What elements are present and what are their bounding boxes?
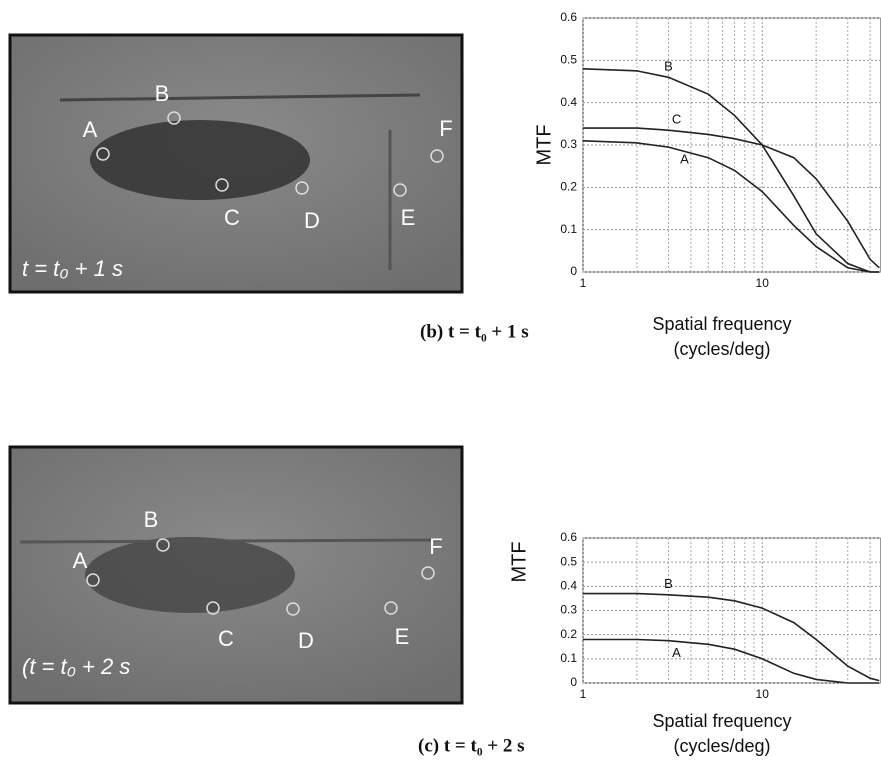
y-tick-label: 0 [570, 264, 577, 278]
y-axis-title: MTF [508, 541, 530, 582]
y-tick-label: 0.1 [560, 651, 577, 665]
y-axis-title: MTF [533, 124, 555, 165]
point-label: C [224, 205, 240, 230]
point-marker [206, 601, 220, 615]
y-tick-label: 0.6 [560, 530, 577, 544]
point-label: E [395, 624, 410, 649]
curve-label: B [664, 59, 673, 74]
curve-label: C [672, 112, 681, 127]
point-marker [286, 602, 300, 616]
y-tick-label: 0.5 [560, 554, 577, 568]
y-tick-label: 0.1 [560, 222, 577, 236]
time-label: t = t₀ + 1 s [22, 256, 123, 281]
point-label: D [304, 208, 320, 233]
point-marker [384, 601, 398, 615]
point-label: B [144, 507, 159, 532]
y-tick-label: 0.3 [560, 137, 577, 151]
point-marker [430, 149, 444, 163]
point-label: E [401, 205, 416, 230]
caption: (c) t = t₀ + 2 s [418, 735, 525, 756]
rotor [19, 538, 441, 544]
point-label: A [73, 548, 88, 573]
point-label: F [429, 534, 442, 559]
point-marker [393, 183, 407, 197]
y-tick-label: 0.3 [560, 603, 577, 617]
y-tick-label: 0.4 [560, 579, 577, 593]
curve-label: B [664, 576, 673, 591]
helicopter [90, 120, 310, 200]
point-marker [156, 538, 170, 552]
rotor [59, 93, 421, 102]
chart: 0 0.1 0.2 0.3 0.4 0.5 0.6 1 10 MTF Spatial frequen… [533, 10, 881, 359]
photo-b [8, 33, 464, 294]
curve-label: A [680, 152, 689, 167]
y-tick-label: 0.2 [560, 627, 577, 641]
y-tick-label: 0.2 [560, 180, 577, 194]
x-tick-label: 1 [580, 276, 587, 290]
point-label: A [83, 117, 98, 142]
point-marker [86, 573, 100, 587]
x-axis-title: Spatial frequency [652, 314, 791, 334]
point-label: B [155, 81, 170, 106]
point-marker [215, 178, 229, 192]
point-marker [295, 181, 309, 195]
point-label: F [439, 116, 452, 141]
helicopter [85, 537, 295, 613]
x-axis-title: (cycles/deg) [673, 736, 770, 756]
y-tick-label: 0 [570, 675, 577, 689]
point-label: D [298, 628, 314, 653]
y-tick-label: 0.4 [560, 95, 577, 109]
x-axis-title: (cycles/deg) [673, 339, 770, 359]
chart: 0 0.1 0.2 0.3 0.4 0.5 0.6 1 10 MTF Spatial frequen… [508, 530, 881, 756]
x-tick-label: 10 [756, 276, 770, 290]
x-tick-label: 10 [756, 687, 770, 701]
mtf-curve [583, 638, 880, 684]
mtf-curve [583, 592, 880, 682]
curve-label: A [672, 645, 681, 660]
mtf-curve [583, 127, 880, 269]
point-marker [167, 111, 181, 125]
x-axis-title: Spatial frequency [652, 711, 791, 731]
caption: (b) t = t₀ + 1 s [420, 321, 529, 342]
point-marker [421, 566, 435, 580]
photo-c [8, 445, 464, 705]
x-tick-label: 1 [580, 687, 587, 701]
y-tick-label: 0.6 [560, 10, 577, 24]
mtf-curve [582, 140, 880, 273]
point-label: C [218, 626, 234, 651]
y-tick-label: 0.5 [560, 53, 577, 67]
time-label: (t = t₀ + 2 s [22, 654, 130, 679]
point-marker [96, 147, 110, 161]
